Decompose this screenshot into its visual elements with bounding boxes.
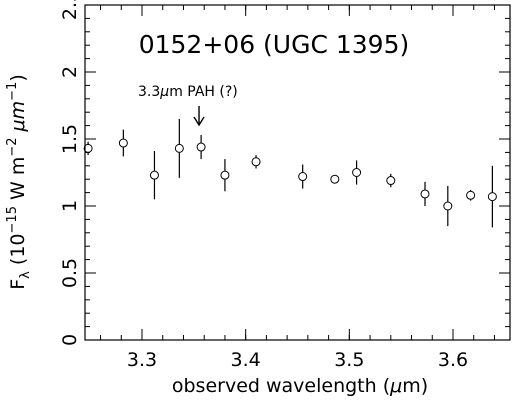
data-point [149, 170, 159, 180]
x-tick-labels: 3.3 3.4 3.5 3.6 [127, 349, 468, 371]
data-point [174, 143, 184, 153]
data-point [487, 192, 497, 202]
y-tick-labels: 0 0.5 1 1.5 2 2.5 [59, 0, 81, 346]
chart-title: 0152+06 (UGC 1395) [139, 30, 410, 59]
data-point [330, 174, 340, 184]
x-tick-label: 3.5 [334, 349, 364, 371]
y-tick-label: 0 [59, 334, 81, 346]
data-points [83, 118, 497, 228]
data-point [298, 172, 308, 182]
y-tick-label: 2 [59, 66, 81, 78]
arrow-head [193, 116, 205, 127]
data-point [466, 190, 476, 200]
data-point [352, 168, 362, 177]
data-point [196, 142, 206, 152]
data-point [420, 189, 430, 199]
data-point [118, 138, 128, 148]
x-tick-label: 3.3 [127, 349, 157, 371]
axis-ticks [85, 4, 510, 341]
x-tick-label: 3.4 [231, 349, 261, 371]
data-point [83, 143, 93, 153]
y-tick-label: 2.5 [59, 0, 81, 20]
data-point [386, 176, 396, 186]
data-point [220, 170, 230, 180]
annotation-label: 3.3μm PAH (?) [138, 84, 238, 100]
x-tick-label: 3.6 [438, 349, 468, 371]
x-axis-label: observed wavelength (μm) [172, 375, 428, 397]
y-axis-label: Fλ (10−15 W m−2 μm−1) [5, 74, 33, 290]
y-tick-label: 1.5 [59, 124, 81, 154]
annotation-arrow [193, 106, 205, 127]
data-point [443, 201, 453, 211]
y-tick-label: 1 [59, 200, 81, 212]
plot-frame [84, 4, 511, 341]
data-point [251, 157, 261, 167]
y-tick-label: 0.5 [59, 258, 81, 288]
